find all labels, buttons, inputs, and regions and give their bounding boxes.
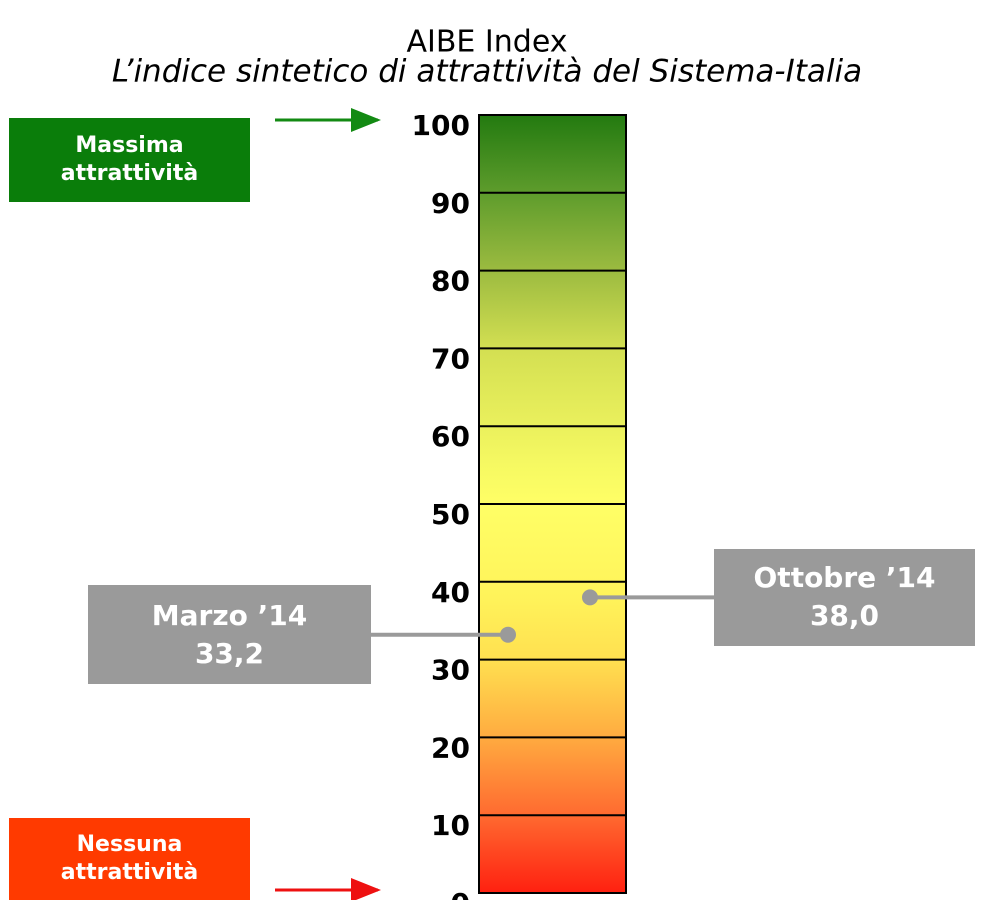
marker-value: 38,0: [809, 599, 880, 633]
y-tick-label: 70: [431, 342, 470, 375]
bottom-note: Nessuna attrattività: [9, 818, 250, 900]
top-note-text: Massima attrattività: [60, 133, 199, 186]
y-tick-label: 0: [451, 887, 470, 900]
y-tick-label: 50: [431, 498, 470, 531]
marker-dot: [500, 626, 516, 643]
y-tick-label: 30: [431, 654, 470, 687]
marker-value: 33,2: [194, 636, 265, 670]
y-tick-label: 10: [431, 809, 470, 842]
y-tick-label: 40: [431, 576, 470, 609]
bottom-note-text: Nessuna attrattività: [60, 832, 199, 885]
y-tick-label: 20: [431, 731, 470, 764]
marker-label: Marzo ’14 33,2: [88, 585, 371, 685]
marker-label: Ottobre ’14 38,0: [714, 548, 975, 646]
y-tick-label: 60: [431, 420, 470, 453]
y-tick-label: 80: [431, 265, 470, 298]
y-tick-label: 90: [431, 187, 470, 220]
chart-title: AIBE Index: [406, 25, 567, 60]
marker-name: Marzo ’14: [151, 598, 308, 632]
marker-name: Ottobre ’14: [753, 561, 936, 595]
chart-subtitle: L’indice sintetico di attrattività del S…: [112, 54, 862, 90]
marker-dot: [582, 589, 598, 606]
top-note: Massima attrattività: [9, 118, 250, 202]
y-tick-label: 100: [412, 109, 470, 142]
